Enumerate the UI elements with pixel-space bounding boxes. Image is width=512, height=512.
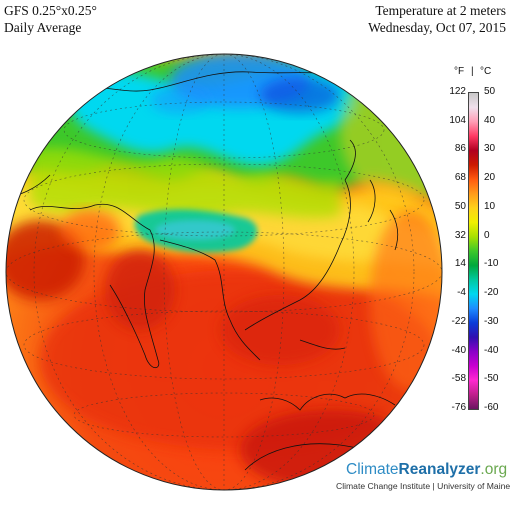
celsius-tick: 20: [484, 172, 496, 184]
celsius-tick: 0: [484, 229, 490, 241]
brand-part-climate: Climate: [346, 461, 399, 478]
brand-subtitle: Climate Change Institute | University of…: [336, 481, 511, 491]
globe-surface: [6, 54, 442, 490]
fahrenheit-tick: -76: [451, 402, 466, 413]
fahrenheit-tick: 68: [454, 172, 466, 184]
dataset-info: GFS 0.25°x0.25° Daily Average: [4, 2, 97, 36]
celsius-tick: 40: [484, 114, 496, 126]
fahrenheit-tick: -4: [457, 287, 466, 299]
globe-outline: [5, 53, 443, 491]
fahrenheit-tick: -40: [451, 344, 466, 356]
fahrenheit-tick: 50: [454, 200, 466, 212]
unit-separator: |: [471, 66, 474, 77]
fahrenheit-unit-label: °F: [454, 66, 465, 77]
celsius-unit-label: °C: [480, 66, 492, 77]
color-scale-bar: [468, 92, 479, 410]
fahrenheit-tick: 32: [454, 229, 466, 241]
celsius-tick: -20: [484, 287, 499, 299]
celsius-tick: -30: [484, 315, 499, 327]
brand-part-reanalyzer: Reanalyzer: [398, 461, 481, 478]
temperature-legend: °F | °C 122 104 86 68 50 32 14 -4 -22 -40 -58 -76 5…: [432, 66, 512, 416]
map-title: Temperature at 2 meters Wednesday, Oct 0…: [368, 2, 506, 36]
celsius-tick: -60: [484, 402, 499, 413]
fahrenheit-tick: 104: [449, 114, 466, 126]
averaging-label: Daily Average: [4, 20, 82, 35]
brand-part-org: .org: [480, 461, 508, 478]
date-label: Wednesday, Oct 07, 2015: [368, 20, 506, 35]
celsius-tick: -40: [484, 344, 499, 356]
variable-title: Temperature at 2 meters: [375, 3, 506, 18]
celsius-tick: 50: [484, 86, 496, 97]
graticule: [6, 54, 442, 490]
fahrenheit-tick: 14: [454, 258, 466, 270]
celsius-tick: -50: [484, 373, 499, 385]
brand-logo[interactable]: ClimateReanalyzer.org: [346, 461, 507, 479]
celsius-tick: -10: [484, 258, 499, 270]
fahrenheit-tick: -22: [451, 315, 466, 327]
fahrenheit-tick: 86: [454, 143, 466, 155]
celsius-tick: 10: [484, 200, 496, 212]
model-resolution-label: GFS 0.25°x0.25°: [4, 3, 97, 18]
fahrenheit-tick: -58: [451, 373, 466, 385]
celsius-tick: 30: [484, 143, 496, 155]
fahrenheit-tick: 122: [449, 86, 466, 97]
